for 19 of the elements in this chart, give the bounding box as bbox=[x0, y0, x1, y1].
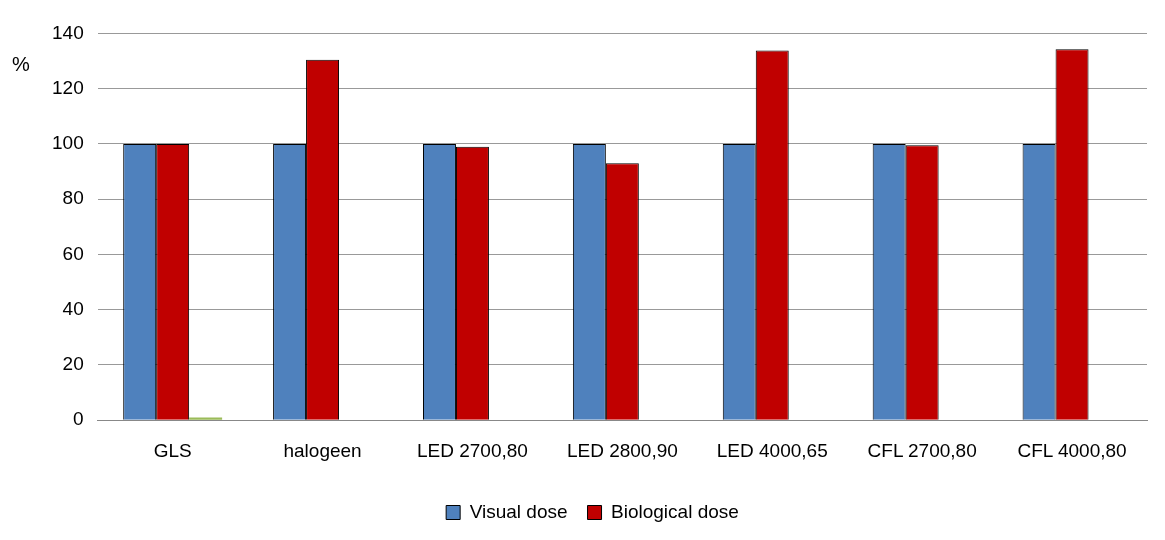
bar bbox=[189, 417, 223, 420]
y-tick-label: 60 bbox=[62, 242, 84, 264]
y-axis-title: % bbox=[12, 52, 30, 75]
y-tick-label: 20 bbox=[62, 353, 84, 375]
x-tick-label: GLS bbox=[153, 439, 192, 461]
y-tick-label: 80 bbox=[62, 187, 84, 209]
y-tick-label: 120 bbox=[52, 76, 84, 98]
y-tick-label: 100 bbox=[52, 132, 84, 154]
x-tick-label: LED 2700,80 bbox=[416, 439, 528, 461]
x-tick-label: LED 2800,90 bbox=[566, 439, 678, 461]
legend-label: Biological dose bbox=[611, 500, 739, 522]
x-tick-label: LED 4000,65 bbox=[716, 439, 828, 461]
y-tick-label: 40 bbox=[62, 297, 84, 319]
legend-label: Visual dose bbox=[469, 500, 568, 522]
x-tick-label: halogeen bbox=[283, 439, 362, 461]
x-tick-label: CFL 4000,80 bbox=[1017, 439, 1127, 461]
x-tick-label: CFL 2700,80 bbox=[867, 439, 977, 461]
y-tick-label: 0 bbox=[73, 408, 84, 430]
y-tick-label: 140 bbox=[52, 21, 84, 43]
